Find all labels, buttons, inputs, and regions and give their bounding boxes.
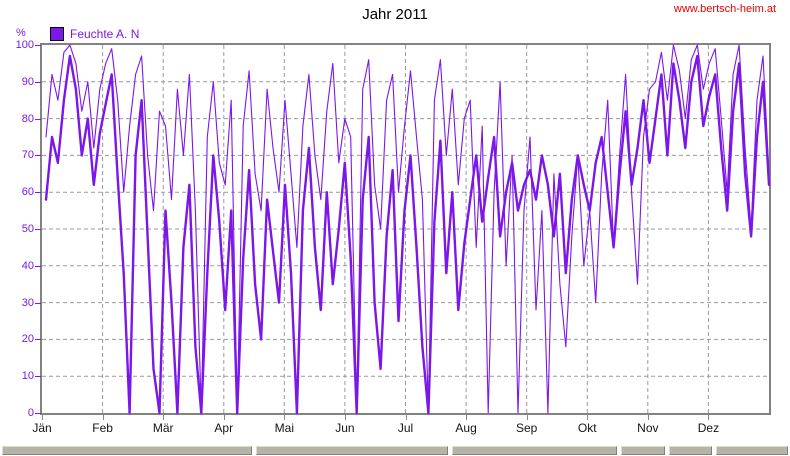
y-tick-label: 10 [21, 370, 34, 383]
x-tick-label: Feb [92, 421, 113, 435]
y-tick-mark [35, 192, 41, 194]
x-tick-label: Mär [152, 421, 174, 435]
x-tick-label: Sep [515, 421, 538, 435]
x-tick-mark [344, 415, 346, 420]
legend: Feuchte A. N [50, 27, 139, 41]
y-tick-label: 30 [21, 296, 34, 309]
y-tick-label: 0 [27, 407, 34, 419]
x-tick-mark [42, 415, 43, 420]
x-tick-label: Mai [274, 421, 294, 435]
y-tick-label: 60 [21, 186, 34, 199]
status-bar-segment [669, 446, 712, 455]
chart-canvas [42, 44, 771, 415]
y-tick-mark [35, 81, 41, 83]
x-tick-label: Aug [455, 421, 477, 435]
status-bar-segment [256, 446, 448, 455]
x-tick-mark [223, 415, 225, 420]
x-tick-label: Apr [214, 421, 234, 435]
x-tick-label: Dez [697, 421, 720, 435]
website-link[interactable]: www.bertsch-heim.at [673, 3, 776, 15]
y-tick-label: 100 [15, 39, 34, 51]
status-bar-segment [621, 446, 665, 455]
y-tick-mark [35, 265, 41, 267]
x-tick-mark [466, 415, 468, 420]
legend-swatch [50, 27, 64, 41]
y-tick-mark [35, 229, 41, 230]
y-tick-mark [35, 376, 41, 378]
status-bar-segment [2, 446, 252, 455]
status-bar-segment [452, 446, 617, 455]
x-tick-label: Jul [397, 421, 414, 435]
y-tick-label: 80 [21, 112, 34, 125]
y-tick-mark [35, 302, 41, 304]
plot-area [40, 43, 771, 415]
x-tick-label: Nov [637, 421, 659, 435]
x-tick-label: Okt [577, 421, 597, 435]
y-axis-unit-label: % [16, 27, 26, 39]
y-tick-mark [35, 339, 41, 341]
y-tick-mark [35, 413, 41, 414]
x-tick-mark [405, 415, 407, 420]
x-tick-label: Jän [32, 421, 52, 435]
y-tick-mark [35, 45, 41, 46]
y-tick-mark [35, 155, 41, 157]
chart-title: Jahr 2011 [362, 6, 428, 23]
x-tick-mark [708, 415, 710, 420]
status-bar-segment [716, 446, 788, 455]
x-tick-mark [526, 415, 528, 420]
y-tick-label: 50 [21, 223, 34, 235]
legend-label: Feuchte A. N [70, 27, 140, 41]
x-tick-mark [284, 415, 286, 420]
y-tick-mark [35, 118, 41, 120]
x-tick-mark [102, 415, 104, 420]
x-tick-mark [587, 415, 589, 420]
x-tick-mark [163, 415, 165, 420]
y-tick-label: 20 [21, 333, 34, 346]
x-tick-mark [647, 415, 649, 420]
y-tick-label: 70 [21, 149, 34, 162]
x-tick-label: Jun [335, 421, 355, 435]
y-tick-label: 40 [21, 259, 34, 272]
y-tick-label: 90 [21, 75, 34, 88]
